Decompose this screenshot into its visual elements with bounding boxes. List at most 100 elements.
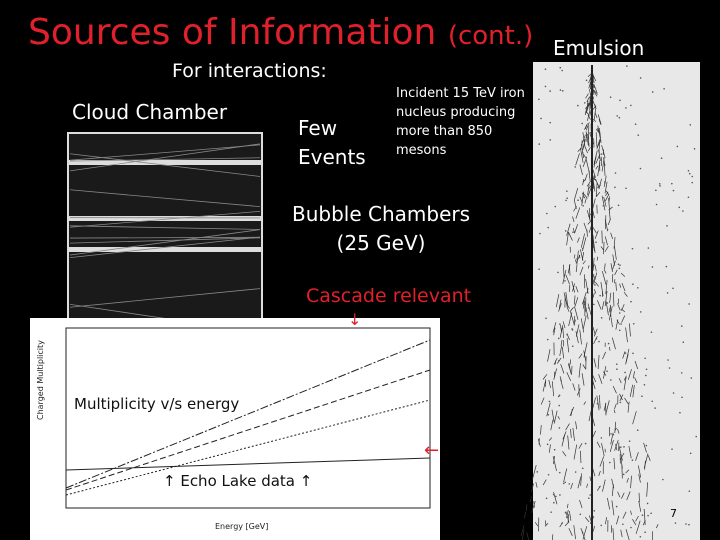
texture xyxy=(635,520,641,534)
texture xyxy=(605,291,608,293)
texture xyxy=(610,232,613,240)
texture xyxy=(557,337,560,340)
texture xyxy=(574,471,577,473)
texture xyxy=(560,364,565,374)
texture xyxy=(647,455,651,461)
bubble-line: (25 GeV) xyxy=(336,231,426,255)
texture xyxy=(595,132,598,147)
texture xyxy=(567,363,571,372)
texture xyxy=(682,341,685,344)
texture xyxy=(565,199,567,202)
texture xyxy=(542,374,548,380)
texture xyxy=(550,419,554,431)
texture xyxy=(601,145,606,159)
texture xyxy=(592,227,597,234)
texture xyxy=(593,272,598,285)
texture xyxy=(531,483,534,493)
texture xyxy=(689,124,692,126)
texture xyxy=(601,271,607,285)
texture xyxy=(587,147,591,152)
texture xyxy=(583,102,586,104)
plot-arrow: ← xyxy=(424,440,440,461)
texture xyxy=(583,303,586,306)
texture xyxy=(572,216,575,222)
texture xyxy=(614,172,617,174)
texture xyxy=(562,451,567,457)
texture xyxy=(580,473,582,486)
texture xyxy=(592,375,597,383)
texture xyxy=(644,531,646,533)
texture xyxy=(552,493,555,496)
texture xyxy=(689,452,692,455)
texture xyxy=(612,528,615,540)
texture xyxy=(636,429,639,431)
texture xyxy=(574,166,577,168)
texture xyxy=(564,511,567,514)
texture xyxy=(573,254,576,259)
texture xyxy=(570,409,573,416)
texture xyxy=(632,385,635,398)
texture xyxy=(538,98,540,101)
texture xyxy=(607,342,610,345)
texture xyxy=(609,211,611,220)
texture xyxy=(630,510,632,515)
texture xyxy=(575,331,579,344)
texture xyxy=(579,499,583,509)
texture xyxy=(570,482,573,490)
texture xyxy=(561,346,565,359)
texture xyxy=(605,301,609,316)
texture xyxy=(525,504,528,512)
texture xyxy=(539,232,541,235)
texture xyxy=(540,117,542,120)
texture xyxy=(603,366,607,379)
texture xyxy=(604,193,610,202)
texture xyxy=(597,114,602,125)
texture xyxy=(618,116,621,119)
texture xyxy=(622,511,627,519)
texture xyxy=(603,163,606,176)
texture xyxy=(659,185,661,187)
plot-x-label: Energy [GeV] xyxy=(215,522,269,531)
texture xyxy=(593,83,598,94)
texture xyxy=(597,354,600,370)
texture xyxy=(559,325,564,338)
texture xyxy=(569,510,572,521)
texture xyxy=(615,444,618,451)
texture xyxy=(643,453,649,469)
texture xyxy=(613,292,615,307)
texture xyxy=(559,66,562,69)
texture xyxy=(602,204,605,207)
texture xyxy=(619,283,622,288)
texture xyxy=(631,247,634,250)
texture xyxy=(589,132,592,134)
texture xyxy=(579,329,582,345)
texture xyxy=(614,439,619,451)
echo-lake-label: ↑ Echo Lake data ↑ xyxy=(163,472,313,490)
texture xyxy=(547,349,551,362)
texture xyxy=(615,282,617,291)
texture xyxy=(582,178,587,183)
texture xyxy=(577,199,579,201)
texture xyxy=(691,175,694,178)
texture xyxy=(558,427,561,429)
texture xyxy=(618,267,621,270)
emulsion-caption: Incident 15 TeV iron nucleus producing mor… xyxy=(396,84,525,160)
texture xyxy=(571,329,574,331)
texture xyxy=(666,292,669,294)
texture xyxy=(548,379,551,388)
texture xyxy=(557,395,560,398)
texture xyxy=(630,475,632,489)
texture xyxy=(542,479,547,486)
texture xyxy=(581,191,584,206)
texture xyxy=(613,409,616,414)
texture xyxy=(562,90,564,92)
texture xyxy=(620,323,622,325)
texture xyxy=(672,392,675,394)
texture xyxy=(620,272,626,277)
texture xyxy=(643,510,646,526)
texture xyxy=(631,459,634,462)
texture xyxy=(612,433,615,436)
texture xyxy=(627,401,630,413)
texture xyxy=(551,381,554,397)
